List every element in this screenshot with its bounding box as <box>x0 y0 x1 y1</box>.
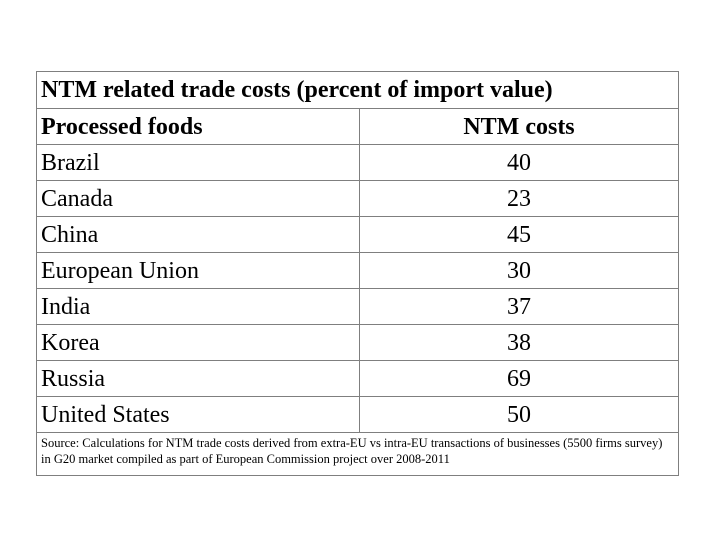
source-note: Source: Calculations for NTM trade costs… <box>36 432 679 476</box>
table-row: Canada 23 <box>36 180 679 217</box>
cost-cell: 40 <box>359 144 679 181</box>
cost-cell: 50 <box>359 396 679 433</box>
country-cell: Canada <box>36 180 360 217</box>
cost-cell: 30 <box>359 252 679 289</box>
table-title-row: NTM related trade costs (percent of impo… <box>36 71 679 109</box>
table-row: European Union 30 <box>36 252 679 289</box>
country-cell: United States <box>36 396 360 433</box>
table-row: Brazil 40 <box>36 144 679 181</box>
ntm-costs-table-container: NTM related trade costs (percent of impo… <box>36 71 679 476</box>
table-row: Korea 38 <box>36 324 679 361</box>
cost-cell: 38 <box>359 324 679 361</box>
table-title: NTM related trade costs (percent of impo… <box>36 71 679 109</box>
cost-cell: 69 <box>359 360 679 397</box>
table-row: India 37 <box>36 288 679 325</box>
cost-cell: 37 <box>359 288 679 325</box>
country-cell: China <box>36 216 360 253</box>
table-source-row: Source: Calculations for NTM trade costs… <box>36 432 679 476</box>
table-header-row: Processed foods NTM costs <box>36 108 679 145</box>
table-row: Russia 69 <box>36 360 679 397</box>
country-cell: Korea <box>36 324 360 361</box>
cost-cell: 45 <box>359 216 679 253</box>
country-cell: Brazil <box>36 144 360 181</box>
header-processed-foods: Processed foods <box>36 108 360 145</box>
country-cell: European Union <box>36 252 360 289</box>
cost-cell: 23 <box>359 180 679 217</box>
table-row: China 45 <box>36 216 679 253</box>
header-ntm-costs: NTM costs <box>359 108 679 145</box>
country-cell: Russia <box>36 360 360 397</box>
table-row: United States 50 <box>36 396 679 433</box>
country-cell: India <box>36 288 360 325</box>
ntm-costs-table: NTM related trade costs (percent of impo… <box>36 71 679 476</box>
